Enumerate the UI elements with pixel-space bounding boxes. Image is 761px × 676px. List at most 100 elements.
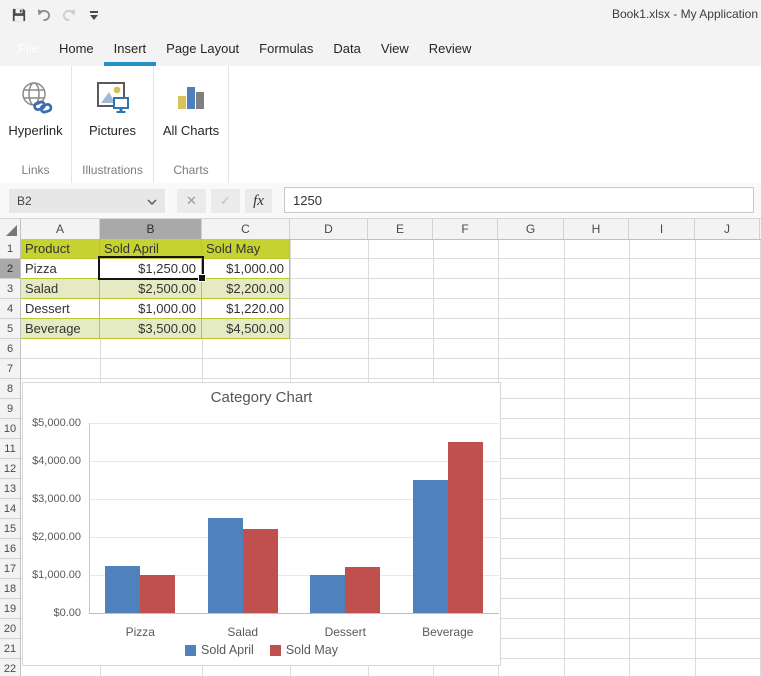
embedded-chart[interactable]: Category Chart Sold April Sold May $5,000… (22, 382, 501, 666)
row-header-8[interactable]: 8 (0, 379, 20, 399)
row-header-21[interactable]: 21 (0, 639, 20, 659)
y-tick-label: $3,000.00 (32, 493, 81, 505)
cell-B5[interactable]: $3,500.00 (100, 319, 202, 339)
row-header-22[interactable]: 22 (0, 659, 20, 676)
row-header-10[interactable]: 10 (0, 419, 20, 439)
cell-C2[interactable]: $1,000.00 (202, 259, 290, 279)
column-header-I[interactable]: I (629, 219, 695, 239)
column-header-C[interactable]: C (202, 219, 290, 239)
cell-B4[interactable]: $1,000.00 (100, 299, 202, 319)
chart-title: Category Chart (210, 389, 313, 406)
row-header-16[interactable]: 16 (0, 539, 20, 559)
y-tick-label: $0.00 (53, 607, 81, 619)
chart-bar-pizza-sold-may (140, 575, 176, 613)
chart-gridline (89, 537, 499, 538)
ribbon-content: Hyperlink Links (0, 66, 761, 184)
tab-view[interactable]: View (371, 30, 419, 66)
row-header-1[interactable]: 1 (0, 239, 20, 259)
row-header-6[interactable]: 6 (0, 339, 20, 359)
row-header-12[interactable]: 12 (0, 459, 20, 479)
row-header-4[interactable]: 4 (0, 299, 20, 319)
ribbon-group-links: Hyperlink Links (0, 66, 72, 183)
cell-B1[interactable]: Sold April (100, 239, 202, 259)
ribbon-group-illustrations: Pictures Illustrations (72, 66, 154, 183)
row-header-15[interactable]: 15 (0, 519, 20, 539)
column-header-D[interactable]: D (290, 219, 368, 239)
row-header-9[interactable]: 9 (0, 399, 20, 419)
cell-A5[interactable]: Beverage (21, 319, 100, 339)
legend-item: Sold May (269, 643, 338, 657)
cell-C3[interactable]: $2,200.00 (202, 279, 290, 299)
chart-bar-salad-sold-may (242, 529, 278, 613)
chart-bar-pizza-sold-april (105, 565, 141, 613)
cell-C5[interactable]: $4,500.00 (202, 319, 290, 339)
cell-B3[interactable]: $2,500.00 (100, 279, 202, 299)
legend-swatch (269, 644, 281, 656)
save-icon[interactable] (8, 5, 30, 25)
insert-function-icon[interactable]: fx (245, 189, 272, 213)
tab-label-home: Home (58, 40, 94, 56)
tab-formulas[interactable]: Formulas (249, 30, 323, 66)
row-header-5[interactable]: 5 (0, 319, 20, 339)
pictures-button[interactable]: Pictures (89, 76, 136, 138)
row-header-13[interactable]: 13 (0, 479, 20, 499)
formula-bar: B2 ✕ ✓ fx 1250 (0, 183, 761, 219)
row-header-2[interactable]: 2 (0, 259, 20, 279)
quick-access-toolbar (8, 5, 108, 25)
redo-icon[interactable] (58, 5, 80, 25)
fill-handle[interactable] (198, 274, 206, 282)
chart-bar-dessert-sold-april (310, 575, 346, 613)
row-header-3[interactable]: 3 (0, 279, 20, 299)
cell-A1[interactable]: Product (21, 239, 100, 259)
row-header-19[interactable]: 19 (0, 599, 20, 619)
grid-vline-I (695, 239, 696, 676)
column-header-F[interactable]: F (433, 219, 498, 239)
grid-vline-G (564, 239, 565, 676)
row-header-18[interactable]: 18 (0, 579, 20, 599)
select-all-triangle-icon (6, 225, 17, 236)
cell-A4[interactable]: Dessert (21, 299, 100, 319)
chevron-down-icon[interactable] (147, 194, 165, 208)
tab-review[interactable]: Review (419, 30, 482, 66)
select-all-corner[interactable] (0, 219, 21, 239)
column-header-B[interactable]: B (100, 219, 202, 239)
column-header-G[interactable]: G (498, 219, 564, 239)
all-charts-button[interactable]: All Charts (163, 76, 219, 138)
tab-data[interactable]: Data (323, 30, 370, 66)
tab-insert[interactable]: Insert (103, 30, 157, 66)
cancel-icon[interactable]: ✕ (177, 189, 206, 213)
legend-item: Sold April (185, 643, 254, 657)
name-box[interactable]: B2 (9, 189, 165, 213)
group-name-links: Links (21, 163, 50, 177)
cell-C1[interactable]: Sold May (202, 239, 290, 259)
tab-home[interactable]: Home (49, 30, 104, 66)
hyperlink-label: Hyperlink (8, 123, 63, 138)
hyperlink-button[interactable]: Hyperlink (8, 76, 63, 138)
column-header-E[interactable]: E (368, 219, 433, 239)
row-header-17[interactable]: 17 (0, 559, 20, 579)
cell-A3[interactable]: Salad (21, 279, 100, 299)
column-header-J[interactable]: J (695, 219, 760, 239)
undo-icon[interactable] (33, 5, 55, 25)
all-charts-icon (173, 76, 209, 120)
tab-label-view: View (380, 40, 409, 56)
row-header-14[interactable]: 14 (0, 499, 20, 519)
tab-file[interactable]: File (8, 30, 49, 66)
hyperlink-icon (16, 76, 56, 120)
chart-legend: Sold April Sold May (23, 643, 500, 657)
row-header-20[interactable]: 20 (0, 619, 20, 639)
ribbon-options-icon[interactable] (83, 5, 105, 25)
tab-page-layout[interactable]: Page Layout (156, 30, 249, 66)
chart-bar-beverage-sold-april (412, 480, 448, 613)
formula-input[interactable]: 1250 (284, 187, 754, 213)
cell-A2[interactable]: Pizza (21, 259, 100, 279)
row-header-7[interactable]: 7 (0, 359, 20, 379)
confirm-icon[interactable]: ✓ (211, 189, 240, 213)
x-category-label: Beverage (422, 625, 474, 639)
y-tick-label: $4,000.00 (32, 455, 81, 467)
cell-C4[interactable]: $1,220.00 (202, 299, 290, 319)
row-header-11[interactable]: 11 (0, 439, 20, 459)
column-header-A[interactable]: A (21, 219, 100, 239)
column-header-H[interactable]: H (564, 219, 629, 239)
